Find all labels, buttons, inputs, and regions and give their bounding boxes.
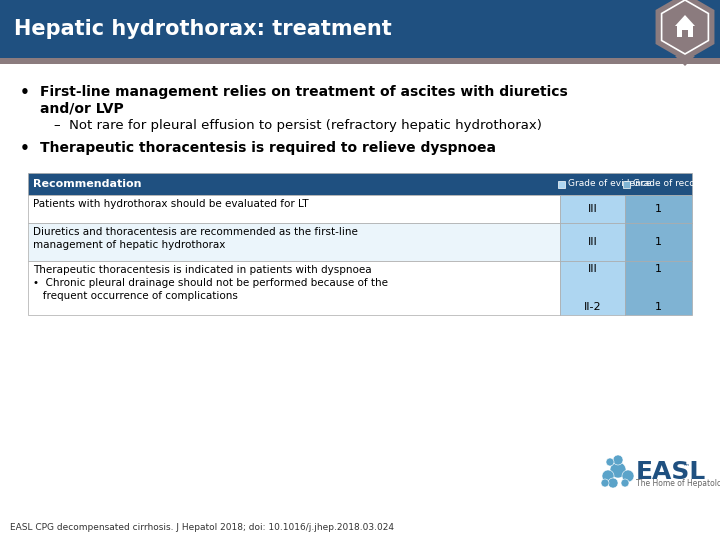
Text: Diuretics and thoracentesis are recommended as the first-line
management of hepa: Diuretics and thoracentesis are recommen…	[33, 227, 358, 250]
Text: •: •	[20, 85, 30, 100]
Bar	[625, 195, 692, 223]
Circle shape	[608, 478, 618, 488]
Text: First-line management relies on treatment of ascites with diuretics: First-line management relies on treatmen…	[40, 85, 568, 99]
Polygon shape	[675, 56, 695, 66]
Text: Therapeutic thoracentesis is indicated in patients with dyspnoea
•  Chronic pleu: Therapeutic thoracentesis is indicated i…	[33, 265, 388, 301]
Circle shape	[621, 479, 629, 487]
Polygon shape	[655, 0, 714, 61]
Bar	[558, 180, 565, 187]
Text: III: III	[588, 204, 598, 214]
Bar	[28, 223, 560, 261]
Text: II-2: II-2	[584, 302, 601, 312]
Bar	[28, 173, 692, 195]
Text: 1: 1	[655, 264, 662, 274]
Text: 1: 1	[655, 204, 662, 214]
Circle shape	[622, 470, 634, 482]
Bar	[625, 261, 692, 315]
Circle shape	[606, 458, 614, 466]
Text: Recommendation: Recommendation	[33, 179, 142, 189]
Circle shape	[610, 462, 626, 478]
Text: Patients with hydrothorax should be evaluated for LT: Patients with hydrothorax should be eval…	[33, 199, 309, 209]
Circle shape	[602, 470, 614, 482]
Text: ™: ™	[683, 463, 690, 469]
Circle shape	[613, 455, 623, 465]
Text: 1: 1	[655, 237, 662, 247]
Bar	[682, 30, 688, 37]
Bar	[560, 223, 625, 261]
Polygon shape	[675, 15, 695, 26]
Text: EASL: EASL	[636, 460, 706, 484]
Text: and/or LVP: and/or LVP	[40, 101, 124, 115]
Text: EASL CPG decompensated cirrhosis. J Hepatol 2018; doi: 10.1016/j.jhep.2018.03.02: EASL CPG decompensated cirrhosis. J Hepa…	[10, 523, 394, 532]
Text: Grade of evidence: Grade of evidence	[568, 179, 652, 188]
Text: Grade of recommendation: Grade of recommendation	[633, 179, 720, 188]
Text: III: III	[588, 264, 598, 274]
Bar	[28, 195, 560, 223]
Bar	[0, 0, 720, 58]
Text: Therapeutic thoracentesis is required to relieve dyspnoea: Therapeutic thoracentesis is required to…	[40, 141, 496, 155]
Bar	[677, 25, 693, 37]
Bar	[623, 180, 630, 187]
Bar	[0, 58, 720, 64]
Bar	[560, 261, 625, 315]
Bar	[625, 223, 692, 261]
Text: Hepatic hydrothorax: treatment: Hepatic hydrothorax: treatment	[14, 19, 392, 39]
Text: –  Not rare for pleural effusion to persist (refractory hepatic hydrothorax): – Not rare for pleural effusion to persi…	[54, 119, 542, 132]
Text: The Home of Hepatology: The Home of Hepatology	[636, 478, 720, 488]
Text: 1: 1	[655, 302, 662, 312]
Bar	[560, 195, 625, 223]
Text: III: III	[588, 237, 598, 247]
Circle shape	[601, 479, 609, 487]
Text: •: •	[20, 141, 30, 156]
Bar	[28, 261, 560, 315]
